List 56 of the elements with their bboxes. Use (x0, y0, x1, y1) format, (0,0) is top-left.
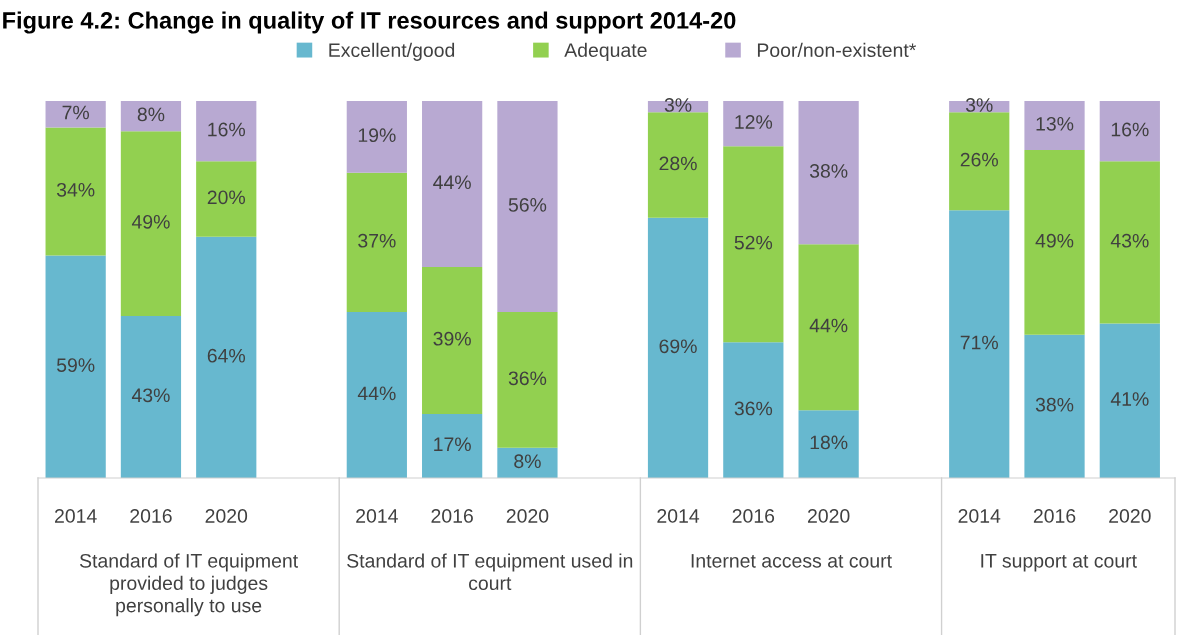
x-tick-label: 2016 (1033, 509, 1076, 523)
data-label: 8% (137, 107, 165, 122)
data-label: 41% (1110, 392, 1149, 406)
data-label: 38% (809, 164, 848, 178)
data-label: 49% (131, 214, 170, 229)
data-label: 26% (960, 152, 998, 167)
data-label: 49% (1035, 233, 1074, 248)
data-label: 43% (1110, 233, 1149, 248)
x-tick-label: 2020 (205, 509, 248, 523)
data-label: 3% (965, 98, 993, 112)
data-label: 16% (1111, 122, 1149, 137)
data-label: 36% (734, 401, 773, 416)
data-label: 69% (659, 339, 697, 354)
x-tick-label: 2020 (506, 509, 549, 523)
x-tick-label: 2014 (958, 509, 1001, 523)
legend-label: Excellent/good (329, 42, 455, 61)
legend-label: Adequate (564, 42, 647, 61)
data-label: 28% (659, 156, 697, 171)
x-tick-label: 2016 (431, 509, 473, 523)
data-label: 7% (62, 105, 90, 120)
x-tick-label: 2020 (807, 509, 850, 523)
x-tick-label: 2016 (732, 509, 775, 523)
text: Internet access at court (691, 554, 892, 568)
data-label: 39% (433, 331, 471, 346)
text: IT support at court (981, 554, 1137, 572)
data-label: 44% (357, 386, 396, 401)
data-label: 16% (208, 122, 246, 137)
data-label: 17% (434, 437, 471, 452)
data-label: 43% (131, 388, 170, 403)
data-label: 44% (809, 318, 848, 333)
x-tick-label: 2016 (130, 509, 172, 523)
data-label: 3% (664, 98, 692, 112)
chart-title: Figure 4.2: Change in quality of IT resources and support 2014-20 (3, 11, 736, 34)
data-label: 56% (508, 198, 547, 212)
x-tick-label: 2014 (55, 509, 97, 523)
data-label: 38% (1035, 397, 1074, 412)
data-label: 64% (207, 348, 246, 363)
legend-label: Poor/non-existent* (757, 42, 917, 58)
data-label: 13% (1036, 116, 1074, 131)
data-label: 12% (735, 115, 773, 129)
data-label: 8% (514, 454, 541, 469)
data-label: 19% (358, 128, 396, 143)
data-label: 71% (960, 335, 998, 350)
data-label: 20% (207, 190, 246, 205)
data-label: 59% (56, 358, 95, 372)
data-label: 36% (508, 371, 547, 386)
data-label: 18% (810, 435, 848, 450)
data-label: 37% (358, 233, 396, 248)
data-label: 34% (56, 182, 95, 197)
x-tick-label: 2014 (657, 509, 700, 523)
text: Standard of IT equipment provided to judges personally to use (79, 553, 298, 617)
data-label: 52% (734, 235, 773, 250)
x-tick-label: 2014 (356, 509, 398, 523)
text: Standard of IT equipment used in court (347, 553, 633, 591)
x-tick-label: 2020 (1109, 509, 1151, 523)
data-label: 44% (433, 175, 471, 190)
